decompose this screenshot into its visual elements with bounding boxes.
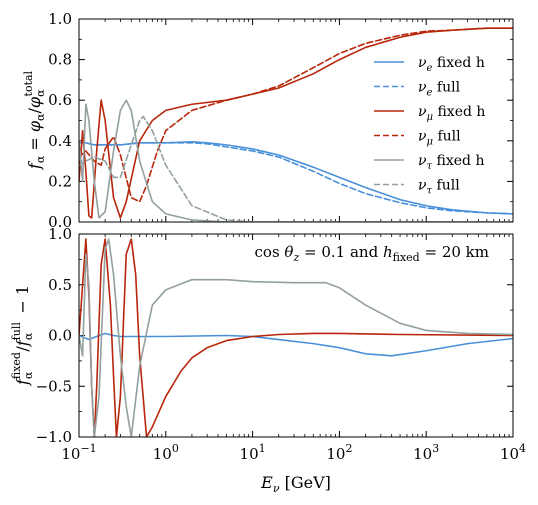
legend-label: νe full — [418, 80, 461, 99]
legend-label: ντ fixed h — [418, 153, 484, 172]
legend: νe fixed h νe full νμ fixed h νμ full ντ fix… — [374, 55, 485, 197]
y-tick-label: 1.0 — [48, 10, 72, 28]
series-line — [79, 115, 513, 222]
x-tick-label: 102 — [326, 442, 352, 463]
series-line — [79, 27, 513, 203]
x-tick-labels: 10−1 100 101 102 103 104 — [61, 442, 526, 463]
y-tick-label: 0.6 — [48, 91, 72, 109]
bottom-series-group — [79, 238, 513, 437]
x-tick-label: 101 — [240, 442, 266, 463]
y-tick-label: 0.5 — [48, 276, 72, 294]
legend-label: νe fixed h — [418, 55, 485, 74]
top-y-axis-label: fα = φα/φαtotal — [22, 70, 47, 170]
y-tick-label: −0.5 — [36, 377, 72, 395]
legend-label: ντ full — [418, 178, 460, 197]
top-y-tick-labels: 0.0 0.2 0.4 0.6 0.8 1.0 — [48, 10, 72, 231]
y-tick-label: 0.2 — [48, 172, 72, 190]
x-tick-label: 10−1 — [61, 442, 96, 463]
bottom-y-axis-label: ffixedα/ffullα − 1 — [10, 285, 35, 386]
bottom-y-tick-labels: −1.0 −0.5 0.0 0.5 1.0 — [36, 225, 72, 446]
x-axis-label: Eν [GeV] — [260, 473, 331, 495]
y-tick-label: 1.0 — [48, 225, 72, 243]
x-tick-label: 103 — [413, 442, 439, 463]
top-panel-frame — [78, 18, 514, 223]
top-series-group — [79, 27, 513, 222]
top-panel: 0.0 0.2 0.4 0.6 0.8 1.0 fα = φα/φαtotal νe fi… — [22, 10, 514, 231]
x-tick-label: 100 — [153, 442, 179, 463]
y-tick-label: 0.0 — [48, 327, 72, 345]
annotation: cos θz = 0.1 and hfixed = 20 km — [255, 243, 489, 264]
series-line — [79, 238, 513, 437]
y-tick-label: 0.0 — [48, 213, 72, 231]
series-line — [79, 27, 513, 219]
series-line — [79, 238, 513, 437]
bottom-panel: −1.0 −0.5 0.0 0.5 1.0 10−1 100 101 102 103 104 co… — [10, 225, 526, 495]
legend-label: νμ fixed h — [418, 104, 485, 123]
x-tick-label: 104 — [500, 442, 526, 463]
legend-label: νμ full — [418, 129, 461, 148]
series-line — [79, 99, 513, 222]
bottom-panel-frame — [78, 233, 514, 438]
y-tick-label: 0.8 — [48, 51, 72, 69]
y-tick-label: −1.0 — [36, 428, 72, 446]
y-tick-label: 0.4 — [48, 132, 72, 150]
